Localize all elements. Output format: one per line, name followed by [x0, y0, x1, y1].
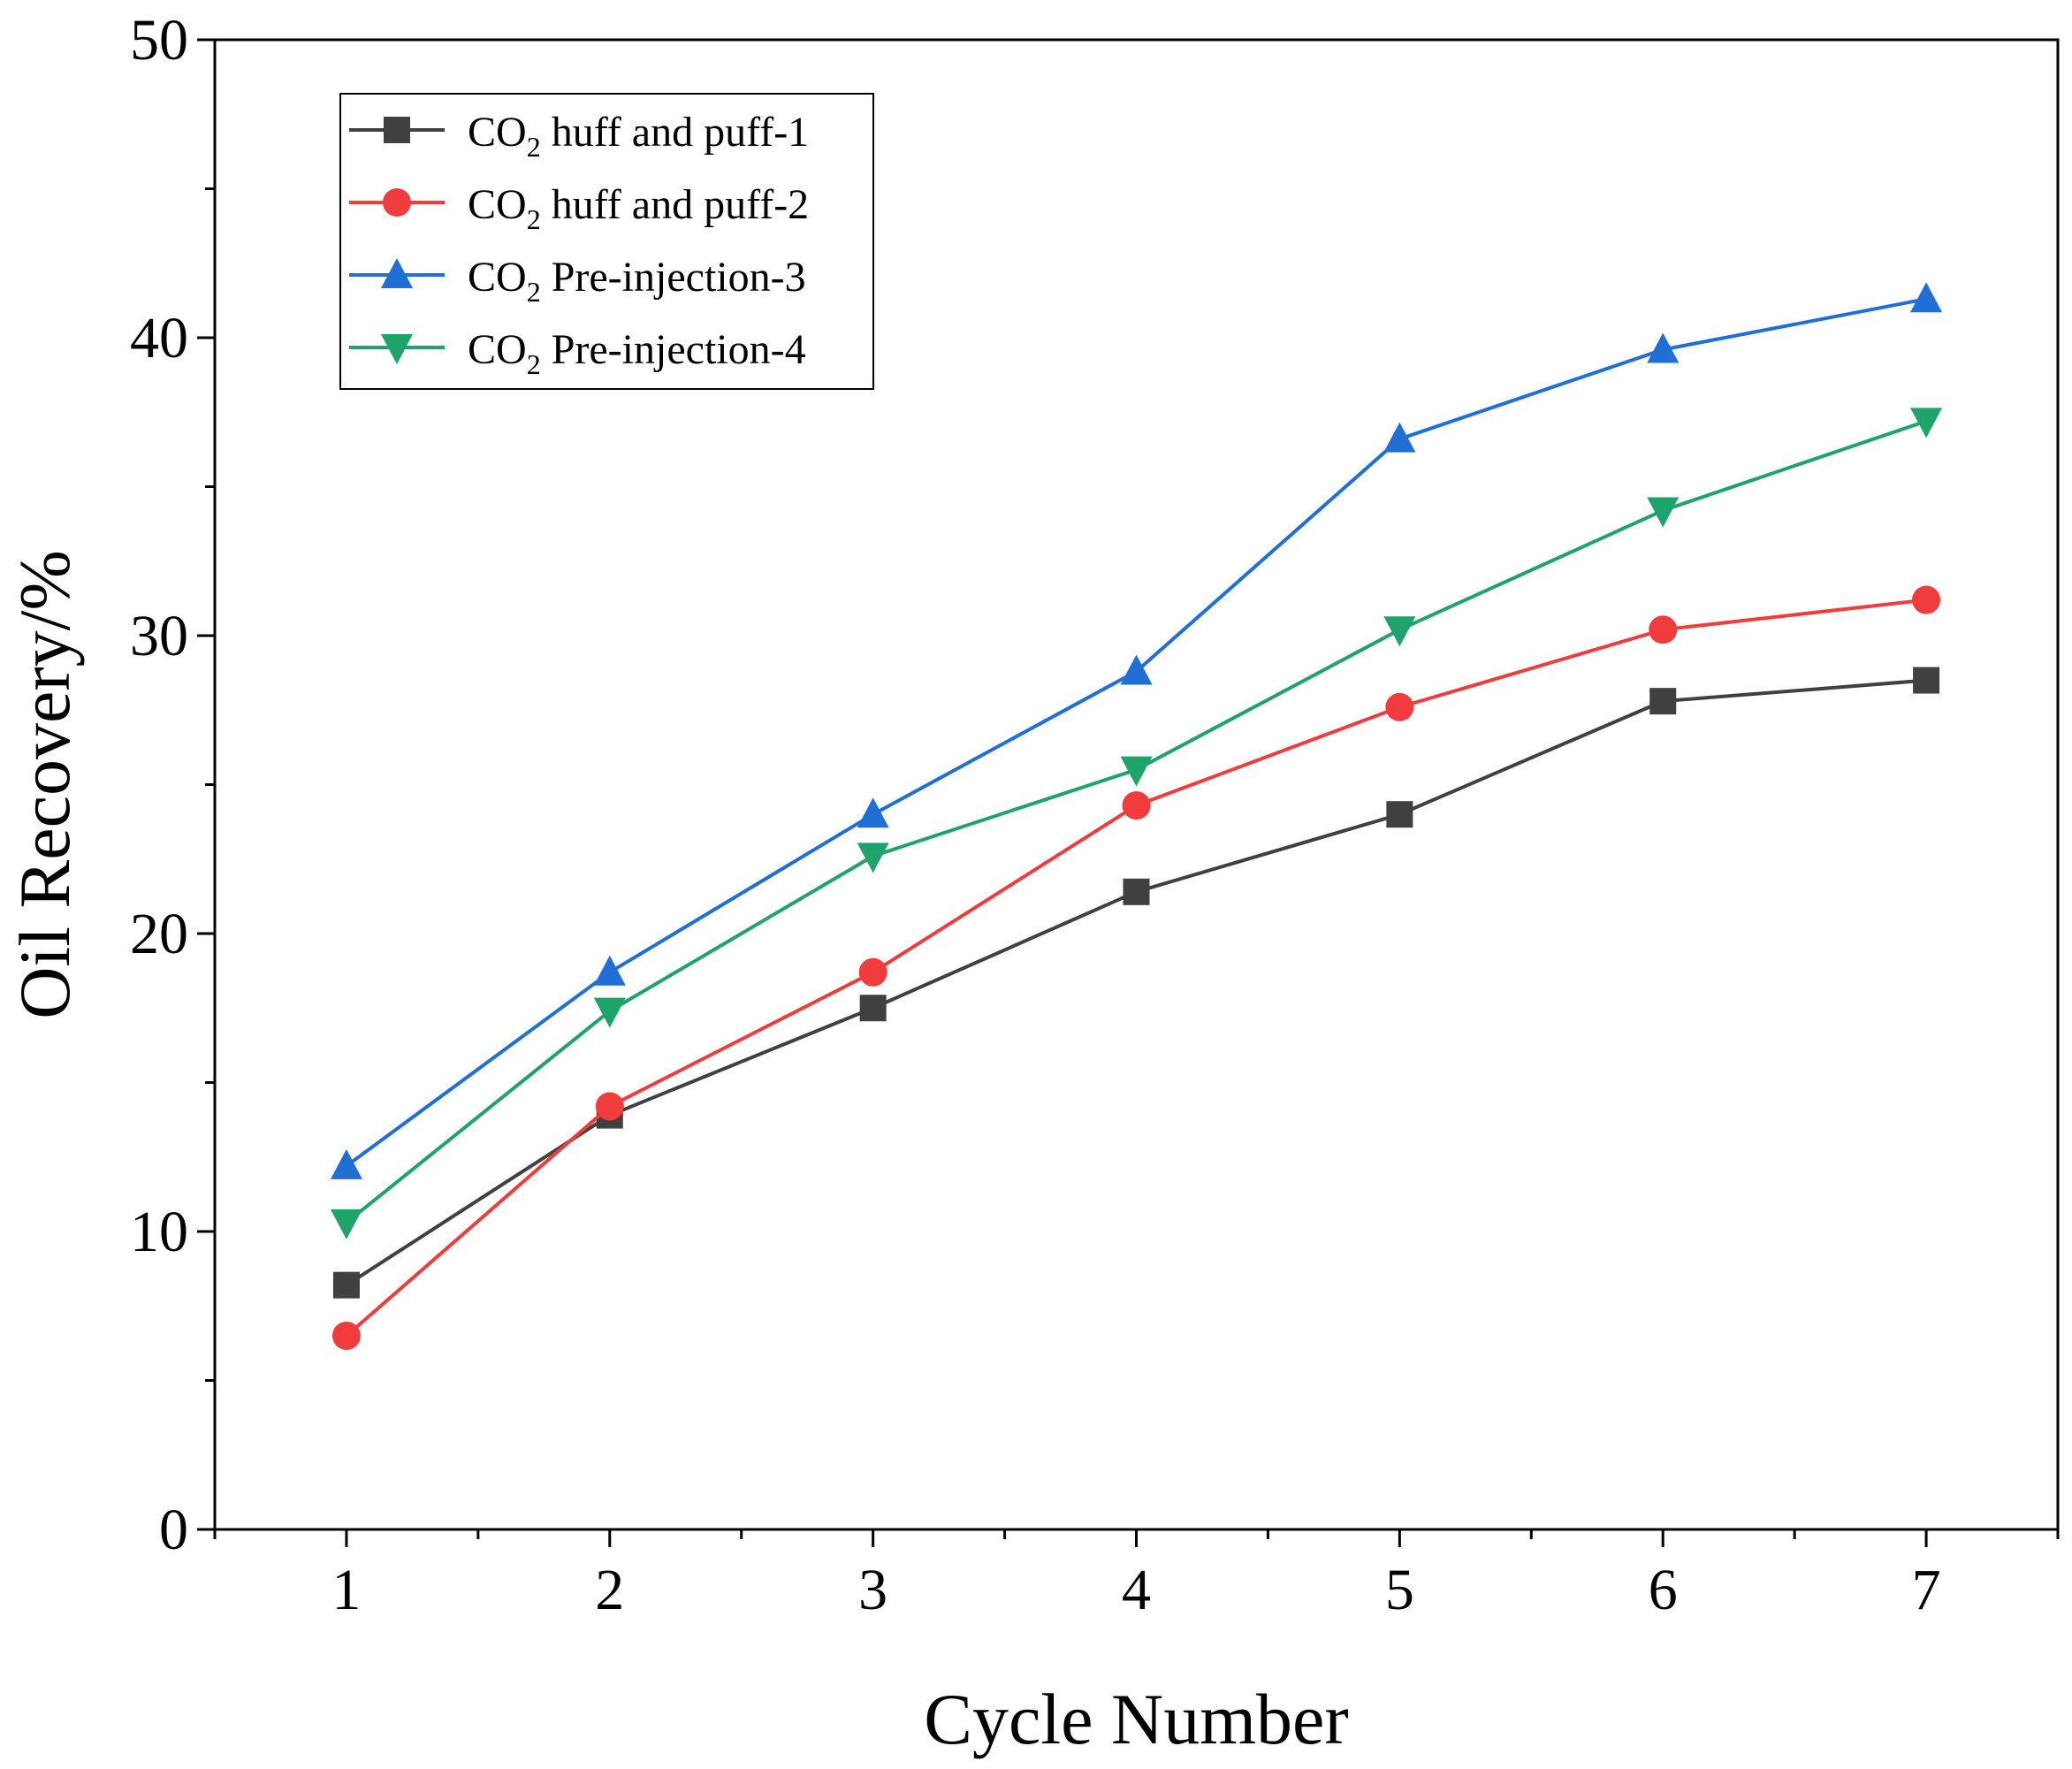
data-point [857, 797, 889, 828]
data-point [1120, 654, 1153, 685]
data-point [1122, 791, 1151, 820]
x-tick-label: 7 [1912, 1558, 1941, 1622]
data-point [332, 1271, 360, 1299]
data-point [858, 957, 887, 987]
data-point [330, 1148, 362, 1179]
data-point [1123, 878, 1150, 905]
x-tick-label: 3 [858, 1558, 887, 1622]
legend-marker [383, 188, 411, 217]
data-point [1910, 282, 1943, 313]
legend-box [339, 93, 874, 390]
y-axis-label: Oil Recovery/% [4, 550, 85, 1019]
legend-entry-1: CO2 huff and puff-1 [349, 109, 809, 163]
x-tick-label: 2 [595, 1558, 624, 1622]
data-point [330, 1209, 362, 1239]
legend-entry-3: CO2 Pre-injection-3 [349, 254, 806, 308]
data-point [1120, 756, 1153, 787]
axes-layer: 1 2 3 4 5 6 7 0 10 20 30 40 50 Cycle Number Oil Recove… [4, 8, 2060, 1759]
x-tick-label: 5 [1385, 1558, 1414, 1622]
data-point [593, 997, 626, 1028]
legend-marker [381, 258, 413, 288]
legend-marker [384, 117, 410, 143]
y-tick-label: 40 [130, 306, 188, 370]
legend-label: CO2 huff and puff-2 [468, 181, 809, 235]
y-tick-label: 0 [159, 1498, 188, 1562]
x-tick-label: 1 [331, 1558, 361, 1622]
data-point [595, 1092, 624, 1121]
data-point [1647, 497, 1680, 528]
y-tick-label: 20 [130, 902, 188, 966]
data-point [857, 843, 889, 873]
y-tick-label: 50 [130, 8, 188, 72]
x-tick-label: 4 [1122, 1558, 1151, 1622]
data-point [1910, 408, 1943, 438]
data-point [1649, 615, 1678, 644]
legend-entry-2: CO2 huff and puff-2 [349, 181, 809, 235]
y-tick-label: 30 [130, 604, 188, 668]
data-point [1913, 667, 1940, 694]
series-2 [331, 585, 1941, 1350]
series-4 [330, 408, 1943, 1239]
data-point [1383, 422, 1416, 453]
data-point [1383, 616, 1416, 647]
legend-label: CO2 Pre-injection-4 [468, 326, 806, 380]
data-point [1386, 801, 1413, 828]
data-point [1912, 585, 1941, 614]
x-axis-label: Cycle Number [924, 1679, 1348, 1759]
data-point [859, 995, 887, 1022]
series-3 [330, 282, 1943, 1179]
data-point [1647, 332, 1680, 363]
legend-entry-4: CO2 Pre-injection-4 [349, 326, 806, 380]
data-point [1385, 692, 1414, 721]
legend-label: CO2 Pre-injection-3 [468, 254, 806, 308]
data-point [1649, 688, 1677, 715]
legend: CO2 huff and puff-1 CO2 huff and puff-2 CO… [339, 93, 874, 390]
series-layer [330, 282, 1943, 1350]
data-point [331, 1321, 361, 1350]
y-tick-label: 10 [130, 1200, 188, 1264]
data-point [593, 955, 626, 986]
x-tick-label: 6 [1649, 1558, 1678, 1622]
legend-marker [381, 334, 413, 364]
legend-label: CO2 huff and puff-1 [468, 109, 809, 163]
